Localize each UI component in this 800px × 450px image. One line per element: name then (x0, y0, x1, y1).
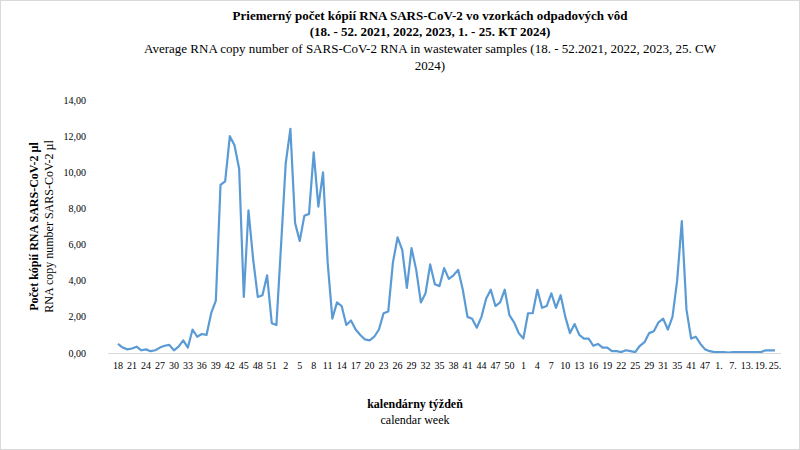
x-tick-label: 22 (616, 360, 626, 371)
title: (18. - 52. 2021, 2022, 2023, 1. - 25. KT… (310, 24, 551, 39)
x-tick-label: 36 (197, 360, 207, 371)
subtitle: Average RNA copy number of SARS-CoV-2 RN… (144, 41, 717, 56)
x-tick-label: 19 (602, 360, 612, 371)
x-tick-label: 4 (535, 360, 540, 371)
x-tick-label: 25 (630, 360, 640, 371)
chart-frame (1, 1, 800, 450)
x-tick-label: 23 (379, 360, 389, 371)
x-tick-label: 11 (323, 360, 333, 371)
y-tick-label: 10,00 (64, 167, 87, 178)
x-tick-label: 47 (700, 360, 710, 371)
y-tick-label: 2,00 (69, 311, 87, 322)
x-axis-title: calendar week (381, 413, 450, 427)
plot-area (118, 129, 775, 353)
x-tick-label: 29 (407, 360, 417, 371)
chart: Priemerný počet kópií RNA SARS-CoV-2 vo … (0, 0, 800, 450)
x-tick-label: 35 (672, 360, 682, 371)
axis-line (108, 353, 781, 354)
y-tick-label: 14,00 (64, 95, 87, 106)
y-tick-label: 0,00 (69, 348, 87, 359)
x-tick-label: 42 (225, 360, 235, 371)
x-tick-label: 10 (560, 360, 570, 371)
x-tick-label: 16 (588, 360, 598, 371)
x-tick-label: 13 (574, 360, 584, 371)
x-tick-label: 1 (521, 360, 526, 371)
x-tick-label: 45 (239, 360, 249, 371)
title: Priemerný počet kópií RNA SARS-CoV-2 vo … (233, 8, 629, 23)
x-tick-label: 1. (715, 360, 723, 371)
x-tick-label: 44 (476, 360, 486, 371)
x-tick-label: 48 (253, 360, 263, 371)
x-tick-label: 50 (504, 360, 514, 371)
y-axis-title: Počet kópií RNA SARS-CoV-2 µl (27, 141, 41, 310)
x-tick-label: 7 (549, 360, 554, 371)
x-tick-label: 41 (462, 360, 472, 371)
x-tick-label: 30 (169, 360, 179, 371)
x-tick-label: 39 (211, 360, 221, 371)
x-tick-label: 35 (435, 360, 445, 371)
x-tick-label: 26 (393, 360, 403, 371)
x-tick-label: 5 (297, 360, 302, 371)
data-line (118, 129, 775, 353)
x-tick-label: 27 (155, 360, 165, 371)
subtitle: 2024) (415, 58, 445, 73)
x-tick-label: 14 (337, 360, 347, 371)
x-tick-label: 18 (113, 360, 123, 371)
x-tick-label: 20 (365, 360, 375, 371)
x-tick-label: 2 (283, 360, 288, 371)
y-axis-title: RNA copy number SARS-CoV-2 µl (42, 140, 56, 313)
x-tick-label: 41 (686, 360, 696, 371)
x-tick-label: 25. (769, 360, 782, 371)
y-tick-label: 8,00 (69, 203, 87, 214)
x-tick-label: 17 (351, 360, 361, 371)
x-tick-label: 24 (141, 360, 151, 371)
y-tick-label: 12,00 (64, 131, 87, 142)
x-tick-label: 21 (127, 360, 137, 371)
x-axis-title: kalendárny týždeň (367, 397, 463, 411)
x-tick-label: 47 (490, 360, 500, 371)
x-tick-label: 13. (741, 360, 754, 371)
y-tick-label: 6,00 (69, 239, 87, 250)
x-tick-label: 19. (755, 360, 768, 371)
x-tick-label: 38 (448, 360, 458, 371)
x-tick-label: 51 (267, 360, 277, 371)
y-tick-label: 4,00 (69, 275, 87, 286)
x-tick-label: 31 (658, 360, 668, 371)
x-tick-label: 29 (644, 360, 654, 371)
x-tick-label: 8 (311, 360, 316, 371)
x-tick-label: 33 (183, 360, 193, 371)
x-tick-label: 7. (729, 360, 737, 371)
x-tick-label: 32 (421, 360, 431, 371)
